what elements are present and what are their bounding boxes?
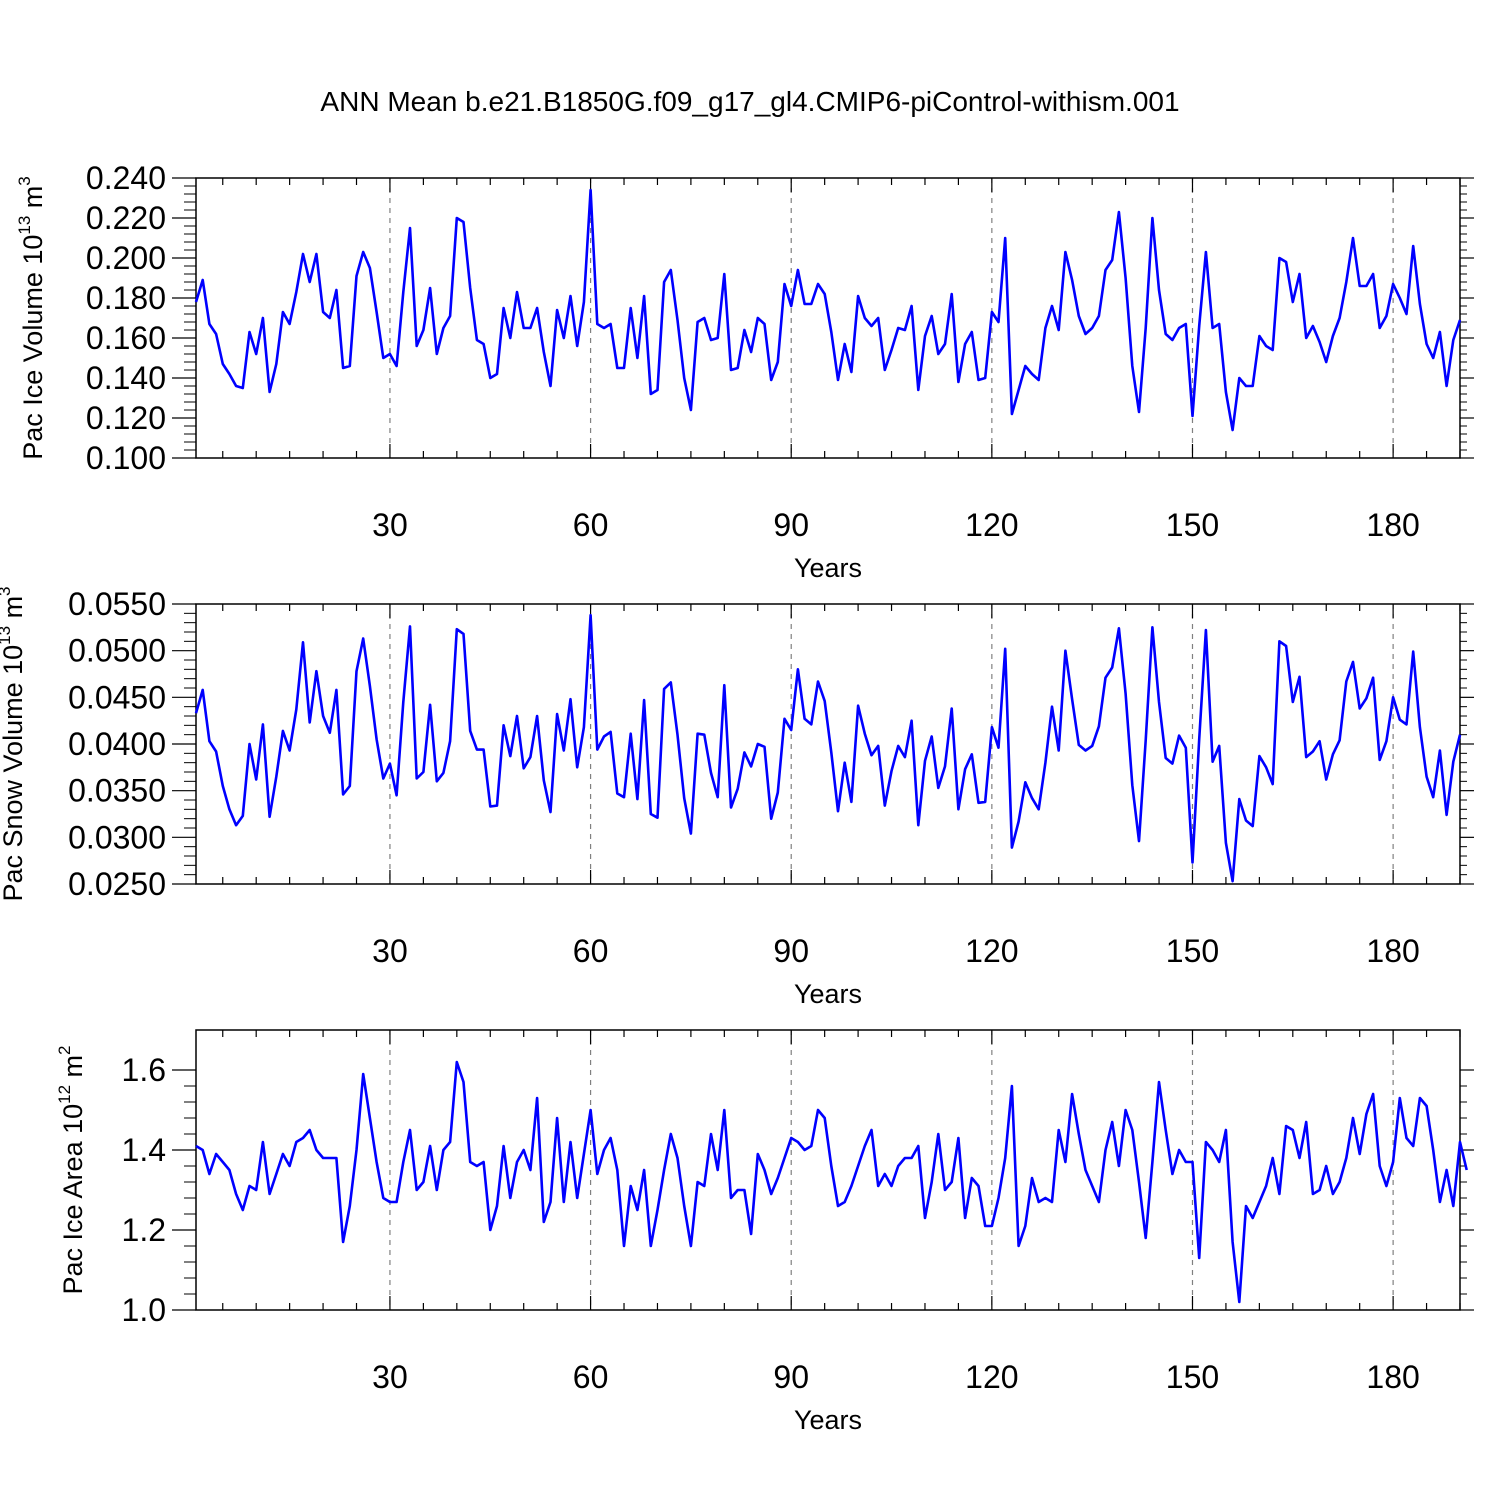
x-tick-label: 120 [965,507,1018,543]
x-tick-label: 90 [773,507,809,543]
x-tick-label: 150 [1166,933,1219,969]
x-tick-label: 180 [1366,507,1419,543]
x-tick-label: 90 [773,933,809,969]
x-tick-label: 120 [965,933,1018,969]
x-tick-label: 180 [1366,933,1419,969]
y-tick-label: 0.0300 [68,819,166,855]
panel-2: 0.0250 0.0300 0.0350 0.0400 0.0450 0.0500 0.05… [0,586,1474,1009]
plot-frame [195,177,1461,459]
panel-1: 0.100 0.120 0.140 0.160 0.180 0.200 0.220 0.240… [15,160,1474,583]
x-tick-label: 180 [1366,1359,1419,1395]
series-line-3-1 [195,1060,1468,1304]
y-tick-label: 0.140 [86,360,166,396]
y-tick-label: 0.0550 [68,586,166,622]
x-tick-label: 30 [372,1359,408,1395]
y-tick-label: 0.0250 [68,866,166,902]
y-tick-label: 0.0450 [68,679,166,715]
x-tick-label: 150 [1166,507,1219,543]
y-tick-label: 0.220 [86,200,166,236]
x-tick-label: 120 [965,1359,1018,1395]
y-axis-title: Pac Ice Volume 1013 m3 [15,176,48,460]
x-tick-label: 30 [372,933,408,969]
x-tick-label: 60 [573,507,609,543]
x-axis-title: Years [794,1405,862,1435]
y-tick-label: 0.100 [86,440,166,476]
y-tick-label: 0.120 [86,400,166,436]
x-tick-label: 90 [773,1359,809,1395]
y-tick-label: 0.180 [86,280,166,316]
y-tick-label: 0.0400 [68,726,166,762]
y-tick-label: 1.0 [122,1292,166,1328]
figure-title: ANN Mean b.e21.B1850G.f09_g17_gl4.CMIP6-… [320,86,1180,117]
x-tick-label: 60 [573,1359,609,1395]
y-tick-label: 0.200 [86,240,166,276]
plot-frame [195,603,1461,885]
y-tick-label: 0.240 [86,160,166,196]
y-tick-label: 1.6 [122,1052,166,1088]
y-tick-label: 0.0350 [68,773,166,809]
x-axis-title: Years [794,553,862,583]
y-tick-label: 1.2 [122,1212,166,1248]
y-axis-title: Pac Snow Volume 1013 m3 [0,586,28,901]
y-axis-title: Pac Ice Area 1012 m2 [55,1045,88,1294]
x-tick-label: 60 [573,933,609,969]
series-line-2-1 [194,613,1462,883]
x-tick-label: 30 [372,507,408,543]
panel-3: 1.0 1.2 1.4 1.6 30 60 90 120 150 180 Years Pac Ice … [55,1029,1474,1435]
series-line-1-1 [194,188,1462,432]
x-axis-title: Years [794,979,862,1009]
y-tick-label: 0.160 [86,320,166,356]
y-tick-label: 1.4 [122,1132,166,1168]
x-tick-label: 150 [1166,1359,1219,1395]
plot-frame [195,1029,1461,1311]
y-tick-label: 0.0500 [68,633,166,669]
